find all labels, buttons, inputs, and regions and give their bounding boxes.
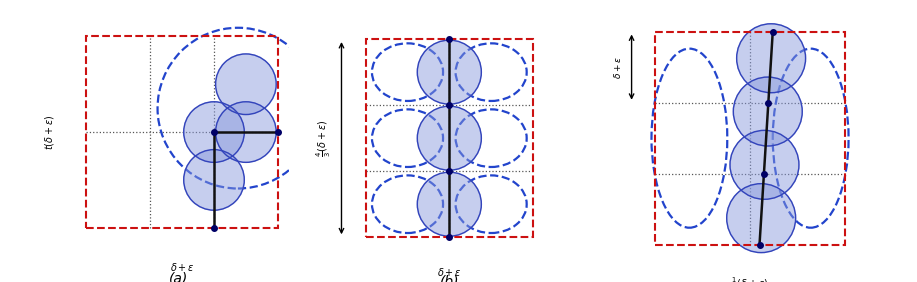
Text: $\delta+\varepsilon$: $\delta+\varepsilon$ [436, 266, 462, 278]
Text: $\frac{4}{3}(\delta+\varepsilon)$: $\frac{4}{3}(\delta+\varepsilon)$ [315, 120, 333, 157]
Bar [366, 39, 533, 237]
Circle shape [417, 40, 481, 104]
Text: $t(\delta+\varepsilon)$: $t(\delta+\varepsilon)$ [42, 114, 56, 150]
Circle shape [734, 77, 802, 146]
Bar [86, 36, 278, 228]
Text: $\delta+\varepsilon$: $\delta+\varepsilon$ [170, 261, 194, 273]
Bar [656, 32, 845, 245]
Circle shape [730, 130, 799, 199]
Circle shape [183, 102, 244, 162]
Circle shape [417, 172, 481, 236]
Circle shape [726, 184, 796, 253]
Circle shape [417, 106, 481, 170]
Text: $\delta+\varepsilon$: $\delta+\varepsilon$ [612, 56, 623, 79]
Text: $\frac{1}{3}(\delta+\varepsilon)$: $\frac{1}{3}(\delta+\varepsilon)$ [731, 276, 768, 282]
Text: (a): (a) [170, 272, 188, 282]
Circle shape [215, 54, 276, 114]
Circle shape [183, 150, 244, 210]
Text: (b): (b) [439, 275, 459, 282]
Circle shape [736, 24, 805, 93]
Circle shape [215, 102, 276, 162]
